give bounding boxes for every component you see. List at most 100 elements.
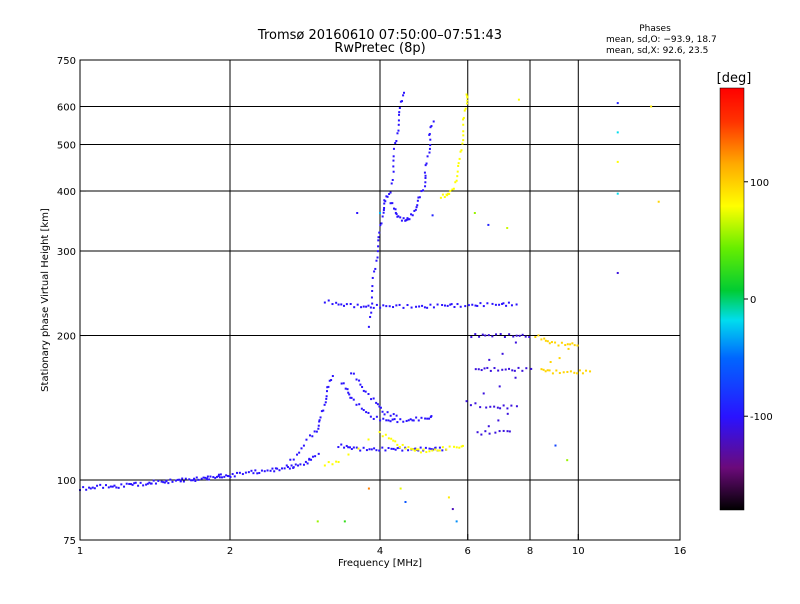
echo-point [387,437,390,440]
echo-point [247,471,250,474]
echo-point [416,204,419,207]
echo-point [407,218,410,221]
echo-point [324,401,327,404]
echo-point [426,306,429,309]
echo-point [125,482,128,485]
chart-subtitle: RwPretec (8p) [334,41,425,56]
echo-point [462,123,465,126]
echo-point [378,405,381,408]
echo-point [436,303,439,306]
echo-point [360,407,363,410]
echo-point [369,306,372,309]
echo-point [286,466,289,469]
echo-point [355,446,358,449]
echo-point [361,385,364,388]
echo-point [424,185,427,188]
echo-point [401,100,404,103]
echo-point [276,467,279,470]
echo-point [398,303,401,306]
echo-point [358,379,361,382]
echo-point [560,341,563,344]
echo-point [441,193,444,196]
echo-point [407,449,410,452]
echo-point [390,182,393,185]
echo-point [128,482,131,485]
echo-point [573,344,576,347]
echo-point [226,475,229,478]
y-axis-label: Stationary phase Virtual Height [km] [40,208,51,392]
echo-point [417,196,420,199]
echo-point [169,478,172,481]
echo-point [398,113,401,116]
echo-point [369,415,372,418]
echo-point [392,170,395,173]
scatter-point [367,487,370,490]
echo-point [498,385,501,388]
echo-point [425,162,428,165]
echo-point [585,369,588,372]
echo-point [328,379,331,382]
colorbar-tick-label: -100 [750,412,773,423]
echo-point [258,471,261,474]
echo-point [367,325,370,328]
echo-point [462,139,465,142]
echo-point [208,478,211,481]
echo-point [540,338,543,341]
echo-point [274,467,277,470]
echo-point [314,455,317,458]
echo-point [474,333,477,336]
echo-point [398,446,401,449]
echo-point [378,431,381,434]
echo-point [352,372,355,375]
echo-point [491,335,494,338]
echo-point [465,400,468,403]
echo-point [448,445,451,448]
echo-point [131,483,134,486]
echo-point [375,259,378,262]
echo-point [484,334,487,337]
y-tick-label: 500 [57,141,76,152]
echo-point [471,303,474,306]
scatter-point [487,223,490,226]
echo-point [474,304,477,307]
echo-point [152,479,155,482]
echo-point [413,449,416,452]
x-tick-label: 10 [572,546,585,557]
echo-point [311,455,314,458]
echo-point [457,162,460,165]
echo-point [432,120,435,123]
echo-point [317,424,320,427]
echo-point [139,481,142,484]
echo-point [417,448,420,451]
echo-point [204,476,207,479]
echo-point [422,189,425,192]
echo-point [220,476,223,479]
echo-point [394,440,397,443]
echo-point [229,476,232,479]
scatter-point [343,520,346,523]
echo-point [82,486,85,489]
x-axis-ticks: 1 2 4 6 8 10 16 [77,534,686,557]
echo-point [518,334,521,337]
echo-point [589,370,592,373]
echo-point [453,445,456,448]
echo-point [422,448,425,451]
echo-point [428,147,431,150]
echo-point [502,302,505,305]
echo-point [358,403,361,406]
echo-point [405,218,408,221]
echo-point [424,174,427,177]
echo-point [283,467,286,470]
echo-point [372,306,375,309]
colorbar-ticks: 100 0 -100 [744,178,773,423]
echo-point [417,419,420,422]
echo-point [322,409,325,412]
echo-point [389,202,392,205]
echo-point [393,207,396,210]
echo-point [408,218,411,221]
phases-o-stats: mean, sd,O: −93.9, 18.7 [606,35,717,45]
echo-point [466,99,469,102]
echo-point [573,371,576,374]
echo-point [451,188,454,191]
echo-point [162,481,165,484]
